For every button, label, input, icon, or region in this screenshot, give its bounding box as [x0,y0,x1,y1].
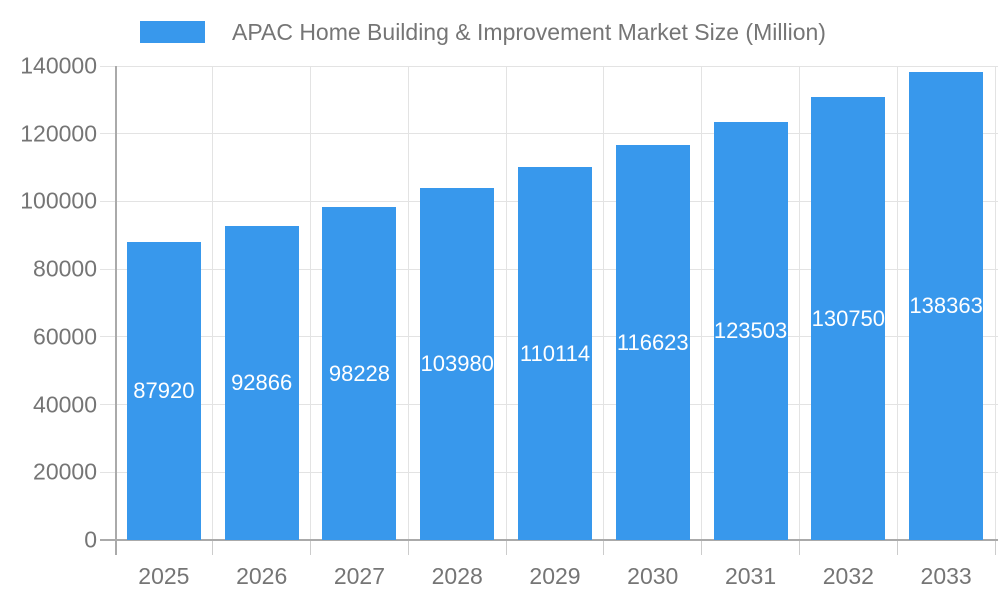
x-gridline [505,66,507,540]
x-axis-tick [896,541,898,555]
x-gridline [212,66,214,540]
x-axis-tick-label: 2028 [431,563,483,589]
x-gridline [603,66,605,540]
legend-item[interactable]: APAC Home Building & Improvement Market … [140,18,826,46]
y-axis-tick-label: 0 [84,526,97,553]
y-axis-tick-label: 60000 [33,323,97,350]
bar [224,225,299,540]
x-gridline [701,66,703,540]
bar [420,187,495,540]
x-gridline [407,66,409,540]
legend-label: APAC Home Building & Improvement Market … [232,19,826,45]
x-gridline [798,66,800,540]
x-axis-tick-label: 2033 [920,563,972,589]
y-gridline [100,133,998,135]
y-axis-tick-label: 140000 [20,52,97,79]
x-axis-tick [505,541,507,555]
legend-swatch [140,21,205,43]
plot-area: 0 20000 40000 60000 80000 100000 120000 140000 8… [20,53,998,589]
bar [518,167,592,540]
bar [713,121,788,540]
x-axis-tick-label: 2025 [138,563,190,589]
x-axis-tick [701,541,703,555]
x-gridline [896,66,898,540]
bar [811,97,886,540]
y-axis-tick-label: 120000 [20,120,97,147]
x-gridline [994,66,996,540]
y-axis-tick-label: 80000 [33,255,97,282]
y-gridline [100,65,998,67]
x-axis-line [100,539,998,541]
x-axis-tick-label: 2026 [236,563,288,589]
y-axis-tick-label: 40000 [33,391,97,418]
bar [126,242,201,540]
x-axis-tick [212,541,214,555]
x-axis-tick [798,541,800,555]
x-axis-tick-label: 2032 [822,563,874,589]
x-gridline [310,66,312,540]
x-axis-tick [310,541,312,555]
x-axis-tick [603,541,605,555]
y-axis-tick-label: 100000 [20,187,97,214]
y-axis-line [115,66,117,555]
x-axis-tick [407,541,409,555]
bar [909,71,984,540]
x-axis-tick [994,541,996,555]
x-axis-tick-label: 2031 [724,563,777,589]
x-axis-tick-label: 2030 [627,563,679,589]
bar [322,207,397,540]
x-axis-tick-label: 2027 [333,563,386,589]
x-axis-tick-label: 2029 [529,563,581,589]
y-axis-tick-label: 20000 [33,458,97,485]
bar [615,145,690,540]
